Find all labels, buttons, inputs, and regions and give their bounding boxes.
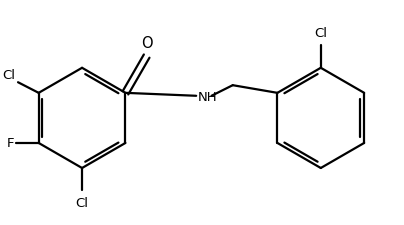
Text: Cl: Cl <box>76 196 88 209</box>
Text: Cl: Cl <box>314 27 327 40</box>
Text: Cl: Cl <box>2 69 15 82</box>
Text: O: O <box>141 36 153 51</box>
Text: NH: NH <box>198 91 217 104</box>
Text: F: F <box>6 137 14 150</box>
